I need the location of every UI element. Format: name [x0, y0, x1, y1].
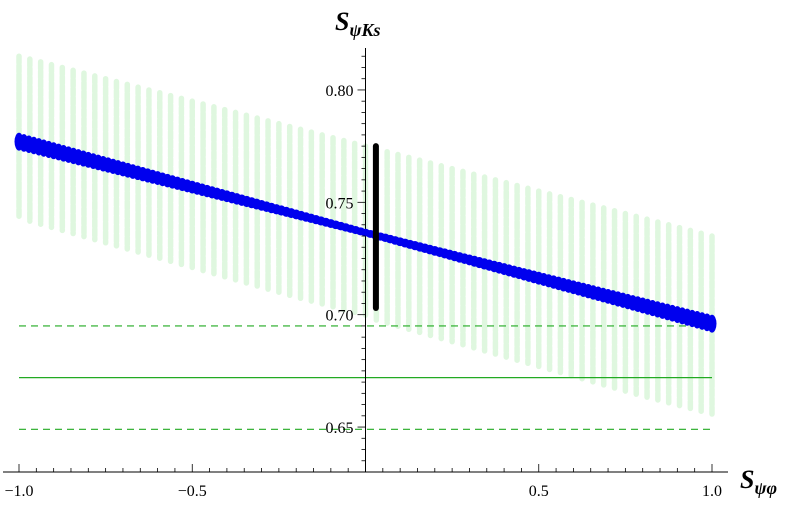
x-tick-label: −0.5: [178, 483, 207, 500]
y-axis-title-sub: ψKs: [349, 20, 380, 40]
x-tick-label: −1.0: [4, 483, 33, 500]
x-tick-label: 0.5: [529, 483, 549, 500]
y-tick-label: 0.75: [326, 195, 354, 212]
x-axis-title-sub: ψφ: [754, 478, 777, 498]
y-axis-title-main: S: [335, 7, 349, 36]
y-tick-label: 0.80: [326, 83, 354, 100]
series-layer: [14, 132, 717, 333]
x-axis-title: Sψφ: [740, 465, 777, 498]
x-axis-title-main: S: [740, 465, 754, 494]
y-axis-title: SψKs: [335, 7, 381, 40]
ticks: −1.0 −0.5 0.5 1.0 0.65 0.70 0.75 0.80: [4, 55, 722, 500]
y-tick-label: 0.70: [326, 308, 354, 325]
blue-point: [707, 314, 717, 333]
x-tick-label: 1.0: [702, 483, 722, 500]
axes: [3, 48, 728, 473]
y-tick-label: 0.65: [326, 420, 354, 437]
